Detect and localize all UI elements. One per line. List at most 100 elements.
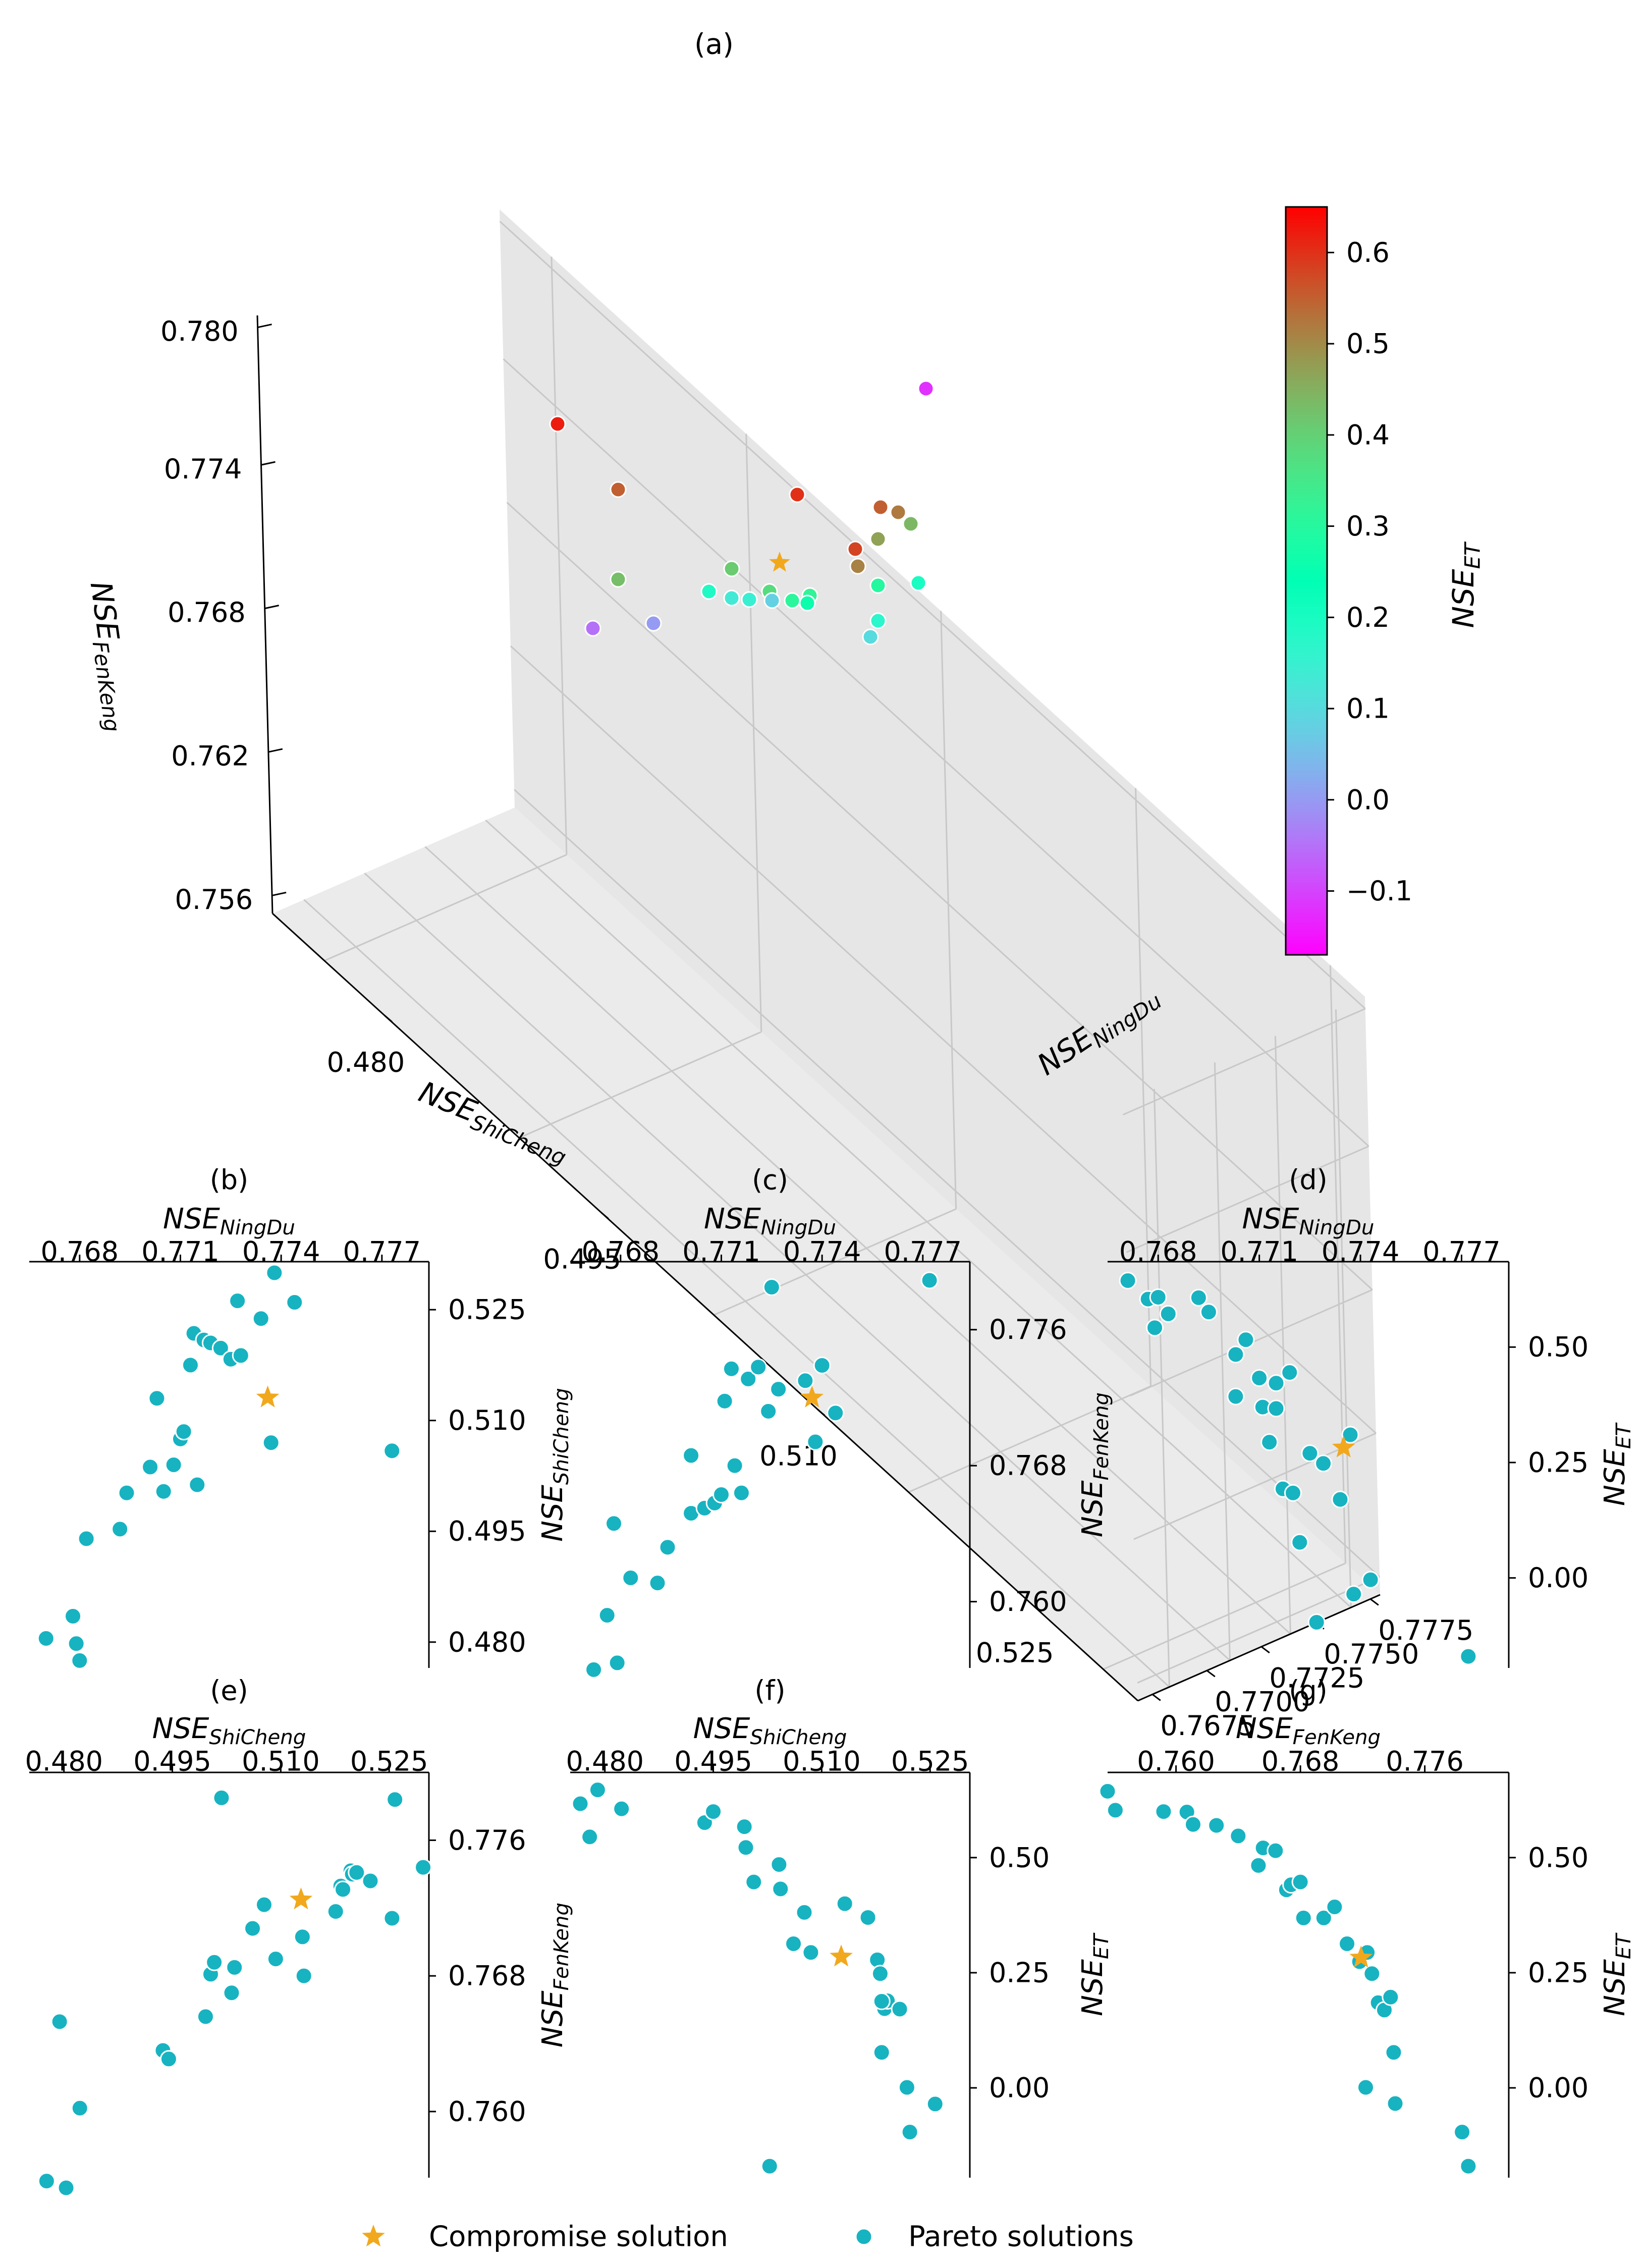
panel-title: (f) xyxy=(754,1675,785,1707)
y-axis-label: NSEET xyxy=(1599,1422,1635,1506)
x-axis-label-main: NSE xyxy=(1242,1203,1299,1235)
pareto-point-3d xyxy=(549,415,566,433)
x-tick-label-0: 0.480 xyxy=(566,1746,644,1777)
z-tick-label-3: 0.774 xyxy=(164,453,242,485)
pareto-point xyxy=(571,1795,589,1813)
pareto-point xyxy=(762,1278,781,1297)
legend: Compromise solution Pareto solutions xyxy=(362,2221,1134,2253)
y-axis-label-main: NSE xyxy=(536,1484,569,1541)
legend-pareto-label: Pareto solutions xyxy=(908,2221,1134,2253)
compromise-star xyxy=(1349,1946,1373,1968)
x-axis-label: NSEShiCheng xyxy=(152,1712,306,1749)
colorbar-tick-label-1: 0.5 xyxy=(1346,328,1390,360)
pareto-point xyxy=(229,1292,247,1310)
pareto-point xyxy=(205,1953,224,1971)
pareto-point xyxy=(383,1909,401,1927)
pareto-point xyxy=(1357,2078,1375,2096)
pareto-point xyxy=(598,1606,616,1625)
y-tick-label-1: 0.768 xyxy=(989,1450,1067,1482)
pareto-point xyxy=(1149,1288,1167,1306)
pareto-point xyxy=(1146,1319,1164,1337)
x-tick-label-0: 0.760 xyxy=(1137,1746,1215,1777)
compromise-star xyxy=(289,1887,313,1910)
pareto-point xyxy=(386,1791,404,1809)
colorbar-label-main: NSE xyxy=(1446,569,1480,628)
pareto-point xyxy=(71,1651,89,1669)
x-axis-label-main: NSE xyxy=(704,1203,761,1235)
y-tick-label-2: 0.50 xyxy=(1528,1842,1588,1873)
compromise-star xyxy=(800,1385,824,1408)
y-axis-label-sub: ET xyxy=(1089,1932,1113,1959)
pareto-point xyxy=(181,1356,199,1374)
z-tick-1 xyxy=(268,748,283,753)
grid-side-z-4 xyxy=(499,221,1366,1009)
pareto-point xyxy=(1267,1399,1285,1418)
y-axis-label-sub: FenKeng xyxy=(1089,1392,1113,1480)
x-tick-label-2: 0.774 xyxy=(242,1236,320,1268)
pareto-point xyxy=(196,2008,214,2026)
pareto-point xyxy=(872,2043,891,2062)
pareto-point-3d xyxy=(799,595,816,612)
pareto-point xyxy=(802,1943,820,1962)
pareto-point xyxy=(1106,1801,1124,1819)
x-tick-label-3: 0.777 xyxy=(343,1236,421,1268)
pareto-point-3d xyxy=(847,541,864,558)
x-axis-label-main: NSE xyxy=(163,1203,220,1235)
pareto-point-3d xyxy=(917,380,935,397)
y-tick-label-2: 0.776 xyxy=(989,1314,1067,1345)
pareto-point xyxy=(286,1293,304,1311)
x-tick-label-2: 0.774 xyxy=(1322,1236,1400,1268)
x-axis-label-sub: FenKeng xyxy=(1293,1725,1381,1749)
pareto-point xyxy=(334,1880,352,1899)
pareto-point xyxy=(1159,1305,1177,1323)
pareto-point xyxy=(226,1958,244,1976)
x-axis-label-sub: ShiCheng xyxy=(750,1725,847,1749)
pareto-point xyxy=(827,1404,845,1422)
x-tick-1 xyxy=(600,1212,609,1219)
y-axis-label: NSEET xyxy=(1076,1932,1113,2016)
pareto-point xyxy=(926,2095,944,2113)
y-tick-4 xyxy=(1369,1598,1379,1606)
pareto-point xyxy=(255,1896,273,1914)
y-tick-2 xyxy=(1260,1646,1270,1654)
pareto-point xyxy=(608,1654,626,1672)
pareto-point xyxy=(920,1271,939,1289)
pareto-point-3d xyxy=(902,515,919,532)
pareto-point-3d xyxy=(610,571,627,588)
panel-title: (b) xyxy=(210,1164,248,1196)
pareto-point xyxy=(232,1346,250,1365)
x-tick-label-3: 0.525 xyxy=(976,1637,1054,1668)
pareto-point xyxy=(859,1908,877,1926)
y-tick-label-2: 0.50 xyxy=(989,1842,1050,1873)
pareto-point xyxy=(1326,1898,1344,1916)
pareto-point xyxy=(735,1818,753,1836)
pareto-point xyxy=(57,2179,75,2197)
y-axis-label-main: NSE xyxy=(1599,1449,1631,1506)
x-tick-label-3: 0.777 xyxy=(884,1236,962,1268)
z-axis-label-main: NSE xyxy=(84,579,126,643)
x-axis-label-main: NSE xyxy=(693,1712,750,1745)
x-axis-label-sub: NingDu xyxy=(220,1215,295,1239)
pareto-point-3d xyxy=(584,620,601,637)
pareto-point xyxy=(648,1574,667,1592)
pareto-point xyxy=(1314,1909,1333,1927)
pareto-point xyxy=(872,1992,891,2011)
x-axis-label: NSENingDu xyxy=(163,1203,295,1239)
z-tick-label-1: 0.762 xyxy=(171,740,249,772)
pareto-point xyxy=(613,1800,631,1818)
pareto-point xyxy=(1155,1803,1173,1821)
y-axis-label-sub: FenKeng xyxy=(549,1903,573,1990)
grid-floor-x-2 xyxy=(424,846,1291,1635)
z-axis-label-sub: FenKeng xyxy=(88,639,125,733)
pareto-point-3d xyxy=(645,615,662,632)
colorbar-tick-label-0: 0.6 xyxy=(1346,237,1390,268)
pareto-point xyxy=(1341,1426,1359,1444)
panel-title: (c) xyxy=(752,1164,788,1196)
pareto-point xyxy=(1099,1782,1117,1800)
pareto-point-3d xyxy=(869,612,887,629)
grid-side-z-2 xyxy=(506,502,1373,1290)
